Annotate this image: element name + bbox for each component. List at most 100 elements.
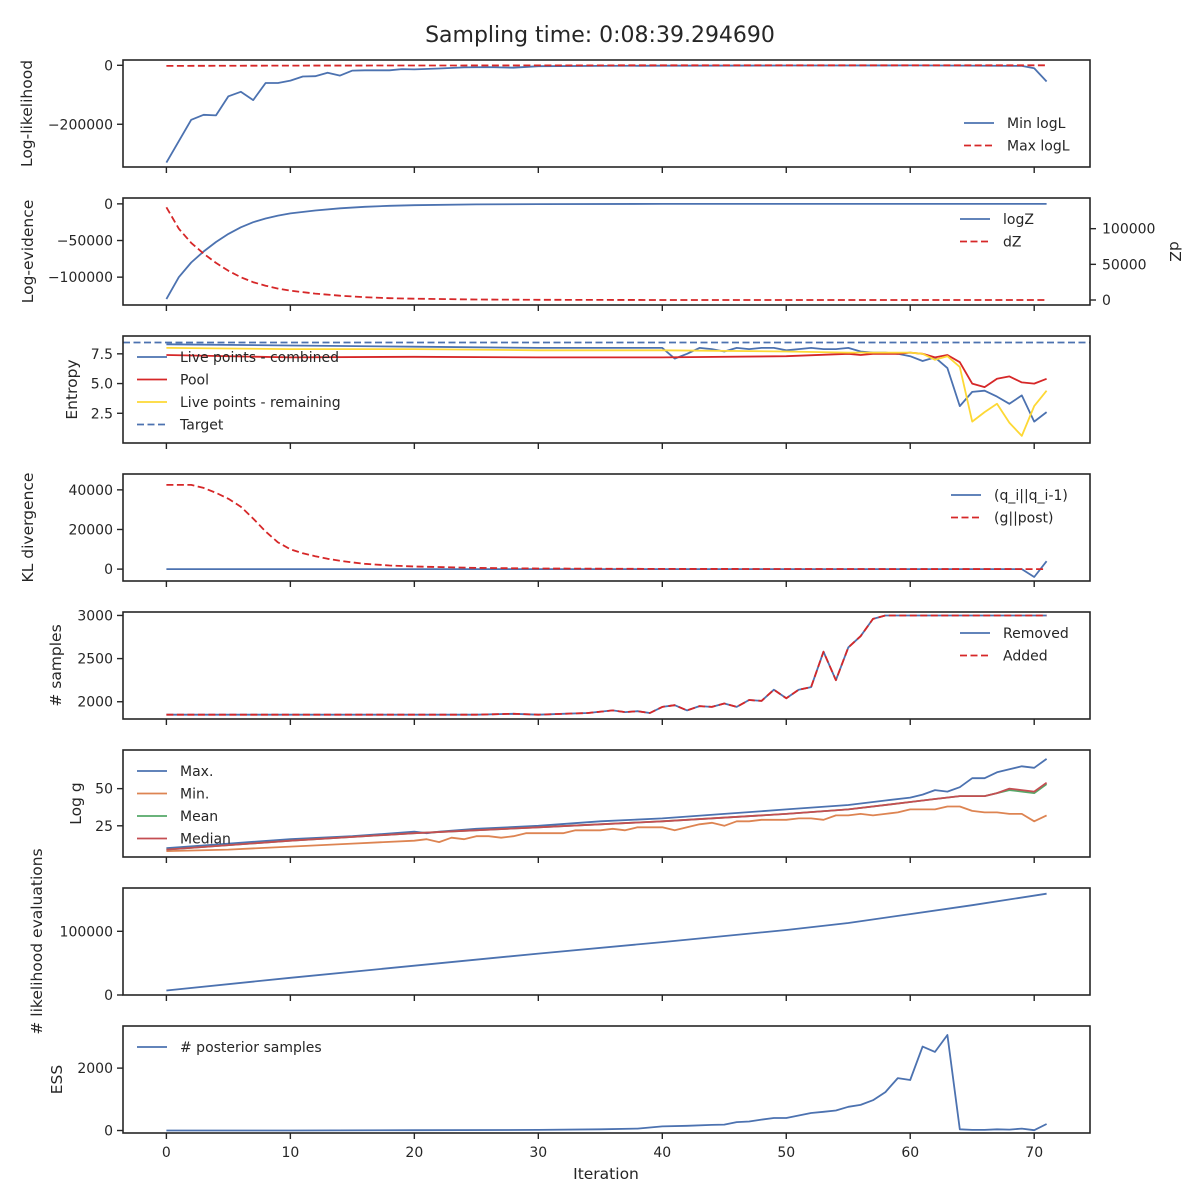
- series-line-2: [166, 614, 1047, 716]
- y-axis-label: ESS: [48, 1065, 66, 1094]
- legend: Min logL Max logL: [964, 116, 1070, 155]
- panel-1: 0 −200000 Log-likelihood Min logL Max logL: [18, 58, 1091, 173]
- series-group: [123, 341, 1090, 437]
- series-group: [166, 892, 1047, 992]
- series-group: [166, 614, 1047, 716]
- y-axis-label: # likelihood evaluations: [28, 848, 46, 1034]
- x-tick-label: 20: [405, 1145, 423, 1161]
- legend: Live points - combined Pool Live points - …: [137, 350, 341, 434]
- panel-8: 0 10 20 30 40 50 60 70 0 2000 ESS # posterior sampl…: [48, 1025, 1091, 1161]
- legend-label: logZ: [1003, 212, 1034, 228]
- panel-2: 0 −50000 −100000 0 50000 100000 dZ Log-evidence…: [19, 197, 1184, 311]
- y-tick-label: 0: [104, 562, 113, 578]
- legend-label: dZ: [1003, 235, 1021, 251]
- legend: # posterior samples: [137, 1040, 322, 1056]
- plot-frame: [122, 59, 1091, 168]
- series-line-2: [165, 206, 1047, 301]
- legend-label: Max.: [180, 764, 213, 780]
- y-axis-label: Log-evidence: [19, 200, 37, 304]
- legend-label: Min.: [180, 787, 209, 803]
- plot-frame: [122, 749, 1091, 858]
- y-tick-label: −100000: [48, 270, 113, 286]
- y-tick-label: 0: [104, 197, 113, 213]
- y-axis-label: Log g: [67, 782, 85, 824]
- legend-label: Added: [1003, 649, 1048, 665]
- figure-title: Sampling time: 0:08:39.294690: [425, 23, 775, 48]
- plot-frame: [122, 473, 1091, 582]
- y-tick-label: 20000: [68, 522, 113, 538]
- series-line-3: [166, 347, 1048, 437]
- panels: 0 −200000 Log-likelihood Min logL Max logL 0 −…: [18, 58, 1184, 1161]
- y-tick-label: 2.5: [91, 406, 113, 422]
- panel-5: 2000 2500 3000 # samples Removed Added: [47, 608, 1091, 725]
- x-tick-label: 50: [777, 1145, 795, 1161]
- panel-3: 2.5 5.0 7.5 Entropy Live points - combined Po…: [63, 335, 1091, 449]
- y-tick-label: −50000: [57, 234, 113, 250]
- legend-label: (g||post): [994, 511, 1053, 527]
- legend-label: Pool: [180, 373, 209, 389]
- y-tick-label: 7.5: [91, 347, 113, 363]
- y-tick-label: 50: [95, 782, 113, 798]
- legend-label: Mean: [180, 809, 218, 825]
- legend-label: # posterior samples: [180, 1040, 322, 1056]
- series-line-1: [165, 202, 1047, 300]
- y-tick-label: 40000: [68, 483, 113, 499]
- y2-tick-label: 0: [1102, 293, 1111, 309]
- series-line-1: [165, 64, 1048, 164]
- series-group: [165, 202, 1047, 301]
- y2-axis-label: dZ: [1166, 241, 1184, 261]
- x-tick-label: 60: [901, 1145, 919, 1161]
- legend-label: Target: [179, 418, 224, 434]
- panel-4: 0 20000 40000 KL divergence (q_i||q_i-1) (g||…: [19, 473, 1091, 587]
- y-tick-label: −200000: [48, 117, 113, 133]
- legend-label: (q_i||q_i-1): [994, 488, 1068, 504]
- legend-label: Median: [180, 832, 231, 848]
- legend-label: Max logL: [1007, 139, 1070, 155]
- series-line-1: [166, 343, 1048, 423]
- series-group: [165, 64, 1048, 164]
- y-tick-label: 2000: [77, 1061, 113, 1077]
- legend: Max. Min. Mean Median: [137, 764, 231, 848]
- y-tick-label: 0: [104, 988, 113, 1004]
- series-line-1: [166, 614, 1047, 716]
- series-line-2: [166, 64, 1047, 67]
- legend: logZ dZ: [960, 212, 1034, 251]
- y-axis-label: KL divergence: [19, 473, 37, 583]
- series-line-4: [166, 781, 1048, 851]
- series-line-1: [166, 1034, 1048, 1132]
- series-line-2: [166, 805, 1047, 852]
- x-tick-label: 0: [162, 1145, 171, 1161]
- panel-7: 0 100000 # likelihood evaluations: [28, 848, 1091, 1035]
- legend-label: Removed: [1003, 626, 1069, 642]
- series-line-1: [166, 758, 1048, 849]
- y2-tick-label: 50000: [1102, 257, 1147, 273]
- y2-tick-label: 100000: [1102, 222, 1155, 238]
- y-tick-label: 0: [104, 58, 113, 74]
- panel-6: 25 50 Log g Max. Min. Mean Median: [67, 749, 1091, 863]
- series-group: [166, 1034, 1048, 1132]
- x-tick-label: 30: [529, 1145, 547, 1161]
- plot-frame: [122, 887, 1091, 996]
- x-tick-label: 10: [281, 1145, 299, 1161]
- series-line-1: [166, 892, 1047, 992]
- legend-label: Live points - combined: [180, 350, 339, 366]
- series-group: [166, 483, 1048, 578]
- y-axis-label: Log-likelihood: [18, 60, 36, 167]
- series-line-2: [166, 483, 1047, 570]
- x-axis-label: Iteration: [573, 1165, 639, 1183]
- plot-frame: [122, 611, 1091, 720]
- y-axis-label: Entropy: [63, 359, 81, 419]
- y-tick-label: 3000: [77, 608, 113, 624]
- y-tick-label: 25: [95, 819, 113, 835]
- x-tick-label: 40: [653, 1145, 671, 1161]
- y-tick-label: 100000: [60, 924, 113, 940]
- plot-frame: [122, 1025, 1091, 1134]
- y-tick-label: 2000: [77, 695, 113, 711]
- plot-frame: [122, 335, 1091, 444]
- x-tick-label: 70: [1025, 1145, 1043, 1161]
- legend-label: Min logL: [1007, 116, 1066, 132]
- legend-label: Live points - remaining: [180, 395, 341, 411]
- y-tick-label: 5.0: [91, 377, 113, 393]
- legend: Removed Added: [960, 626, 1069, 665]
